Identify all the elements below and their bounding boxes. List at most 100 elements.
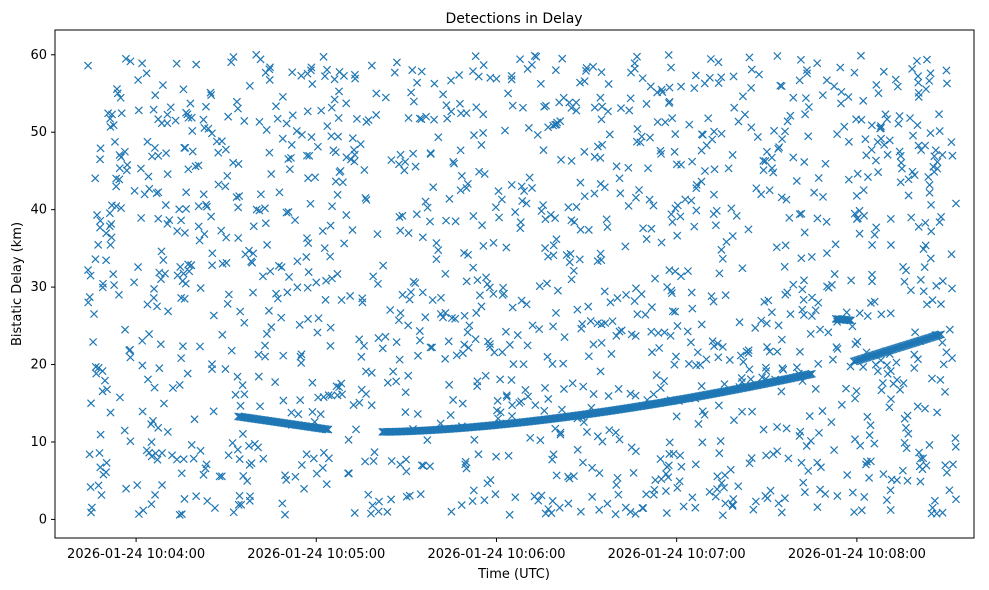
clutter-point	[904, 429, 913, 438]
clutter-point	[893, 82, 902, 91]
clutter-point	[527, 183, 537, 193]
clutter-point	[916, 454, 925, 463]
clutter-point	[413, 409, 422, 419]
clutter-point	[106, 240, 115, 249]
clutter-point	[876, 122, 885, 131]
clutter-point	[210, 503, 219, 513]
clutter-point	[413, 351, 423, 360]
clutter-point	[813, 214, 822, 223]
clutter-point	[445, 380, 454, 389]
clutter-point	[180, 494, 189, 503]
clutter-point	[579, 418, 588, 427]
clutter-point	[138, 59, 147, 68]
clutter-point	[732, 211, 741, 220]
clutter-point	[717, 245, 726, 254]
clutter-point	[106, 408, 115, 417]
clutter-point	[392, 338, 401, 347]
clutter-point	[417, 115, 426, 124]
clutter-point	[598, 437, 607, 446]
clutter-point	[811, 306, 820, 315]
clutter-point	[374, 507, 383, 516]
clutter-point	[879, 470, 888, 479]
clutter-point	[880, 140, 889, 149]
clutter-point	[439, 90, 448, 99]
clutter-point	[881, 110, 890, 119]
clutter-point	[302, 252, 311, 262]
clutter-point	[303, 283, 312, 292]
clutter-point	[777, 82, 786, 91]
clutter-point	[760, 297, 769, 306]
clutter-point	[501, 327, 510, 336]
clutter-point	[614, 384, 623, 393]
clutter-point	[492, 452, 501, 461]
clutter-point	[871, 156, 880, 165]
clutter-point	[830, 270, 839, 279]
clutter-point	[245, 81, 254, 90]
clutter-point	[108, 110, 117, 119]
clutter-point	[796, 427, 805, 436]
clutter-point	[457, 171, 466, 180]
clutter-point	[882, 361, 892, 370]
clutter-point	[762, 147, 771, 156]
clutter-point	[642, 490, 651, 499]
clutter-point	[260, 204, 269, 213]
clutter-point	[333, 190, 342, 199]
clutter-point	[474, 72, 483, 81]
clutter-point	[227, 58, 236, 67]
clutter-point	[652, 371, 661, 380]
clutter-point	[335, 383, 344, 392]
clutter-point	[564, 203, 573, 212]
clutter-point	[911, 328, 920, 337]
clutter-point	[190, 415, 199, 424]
clutter-point	[308, 79, 317, 89]
clutter-point	[626, 68, 636, 77]
clutter-point	[432, 238, 441, 248]
clutter-point	[604, 107, 613, 116]
clutter-point	[192, 60, 201, 69]
track-point	[807, 369, 816, 378]
clutter-point	[556, 155, 566, 164]
clutter-point	[613, 473, 622, 482]
clutter-point	[872, 223, 881, 232]
clutter-point	[676, 212, 685, 221]
clutter-point	[942, 79, 951, 88]
clutter-point	[855, 229, 864, 238]
clutter-point	[249, 249, 258, 258]
clutter-point	[722, 237, 731, 246]
clutter-point	[422, 112, 431, 121]
clutter-point	[475, 291, 484, 300]
clutter-point	[481, 371, 490, 380]
clutter-point	[175, 510, 184, 519]
clutter-point	[740, 110, 749, 119]
clutter-point	[813, 503, 822, 512]
clutter-point	[348, 225, 357, 235]
clutter-point	[577, 324, 586, 333]
clutter-point	[928, 503, 937, 512]
clutter-point	[423, 203, 432, 212]
clutter-point	[154, 188, 163, 197]
clutter-point	[154, 423, 163, 432]
clutter-point	[185, 267, 194, 276]
clutter-point	[404, 114, 413, 123]
clutter-point	[331, 177, 340, 186]
clutter-point	[207, 129, 216, 138]
clutter-point	[751, 323, 760, 332]
clutter-point	[621, 503, 630, 512]
clutter-point	[544, 394, 553, 404]
clutter-point	[596, 179, 605, 188]
clutter-point	[598, 102, 607, 111]
clutter-point	[308, 378, 317, 387]
clutter-point	[158, 480, 167, 490]
clutter-point	[490, 348, 499, 357]
clutter-point	[207, 360, 217, 369]
clutter-point	[401, 388, 410, 397]
clutter-point	[694, 419, 703, 428]
clutter-point	[202, 460, 211, 469]
clutter-point	[472, 308, 481, 317]
clutter-point	[814, 174, 823, 183]
y-tick-label: 20	[30, 358, 47, 373]
clutter-point	[293, 283, 302, 292]
clutter-point	[232, 193, 241, 202]
clutter-point	[868, 277, 877, 286]
clutter-point	[342, 99, 351, 108]
